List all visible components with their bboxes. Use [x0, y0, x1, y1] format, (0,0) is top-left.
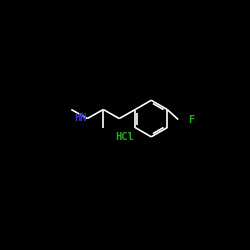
- Text: F: F: [188, 114, 194, 124]
- Text: HCl: HCl: [116, 132, 134, 142]
- Text: HN: HN: [75, 112, 87, 122]
